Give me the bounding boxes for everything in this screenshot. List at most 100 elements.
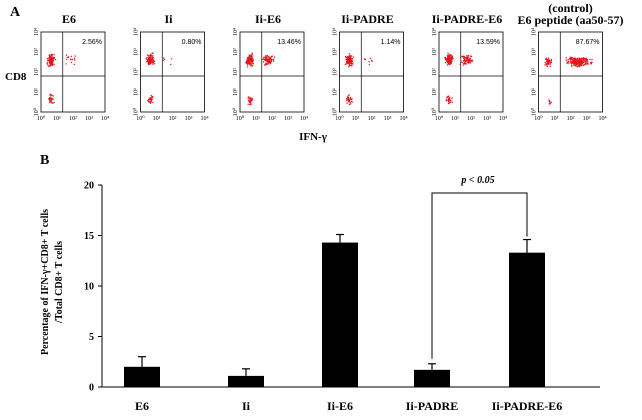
facs-x-tick: 10²: [567, 116, 575, 122]
facs-y-tick: 10⁴: [333, 28, 339, 36]
facs-y-tick: 10⁴: [134, 28, 140, 36]
facs-dots: [444, 52, 474, 105]
facs-plot-title: Ii-PADRE-E6: [432, 12, 502, 26]
facs-plot-title: (control): [548, 1, 592, 15]
bar-chart: 0 5 10 15 20 E6 Ii Ii-E6 Ii-PADRE Ii-PADRE-E6: [84, 181, 600, 413]
quadrant-percentage: 13.59%: [476, 39, 500, 46]
facs-dots: [245, 52, 276, 106]
facs-y-tick: 10³: [134, 48, 140, 56]
bar: [124, 366, 160, 387]
facs-x-tick: 10²: [368, 116, 376, 122]
facs-plots: E610⁰10⁰10¹10¹10²10²10³10³10⁴10⁴2.56%Ii1…: [33, 1, 624, 122]
bar: [414, 369, 450, 387]
facs-plot-frame: [239, 31, 305, 113]
facs-x-tick: 10¹: [551, 116, 559, 122]
facs-y-tick: 10⁰: [431, 107, 438, 116]
facs-y-tick: 10⁰: [33, 107, 40, 116]
facs-x-tick: 10⁴: [399, 116, 407, 122]
category-label: Ii-PADRE: [406, 399, 458, 413]
facs-y-tick: 10¹: [532, 88, 538, 96]
facs-y-tick: 10²: [432, 68, 438, 76]
facs-y-tick: 10⁴: [233, 28, 239, 36]
facs-x-tick: 10³: [284, 116, 292, 122]
facs-x-tick: 10⁰: [136, 115, 145, 122]
facs-dots: [145, 52, 173, 104]
facs-plot-title: Ii-PADRE: [341, 12, 393, 26]
facs-y-tick: 10⁰: [332, 107, 339, 116]
facs-x-tick: 10²: [467, 116, 475, 122]
bar: [228, 375, 264, 387]
facs-plot-subtitle: E6 peptide (aa50-57): [518, 13, 624, 27]
facs-y-tick: 10⁰: [531, 107, 538, 116]
facs-dots: [344, 53, 373, 106]
quadrant-percentage: 13.46%: [277, 39, 301, 46]
facs-dots: [46, 53, 76, 104]
facs-y-tick: 10¹: [34, 88, 40, 96]
facs-y-tick: 10²: [233, 68, 239, 76]
facs-y-tick: 10²: [532, 68, 538, 76]
facs-y-tick: 10²: [34, 68, 40, 76]
category-label: Ii: [242, 399, 251, 413]
facs-plot-frame: [140, 31, 205, 113]
panel-b-letter: B: [40, 153, 49, 168]
quadrant-percentage: 0.80%: [182, 39, 202, 46]
chart-y-label-line1: Percentage of IFN-γ+CD8+ T cells: [40, 209, 51, 355]
facs-x-tick: 10¹: [451, 116, 459, 122]
facs-y-tick: 10³: [233, 48, 239, 56]
facs-x-tick: 10³: [384, 116, 392, 122]
y-tick-label: 20: [84, 181, 94, 192]
facs-y-tick: 10³: [333, 48, 339, 56]
facs-y-tick: 10⁰: [232, 107, 239, 116]
facs-x-tick: 10⁴: [598, 116, 606, 122]
facs-y-tick: 10³: [532, 48, 538, 56]
facs-x-tick: 10³: [583, 116, 591, 122]
facs-x-tick: 10³: [185, 116, 193, 122]
facs-x-tick: 10²: [69, 116, 77, 122]
facs-y-tick: 10⁴: [532, 28, 538, 36]
panel-a-letter: A: [10, 5, 21, 20]
category-label: Ii-E6: [327, 399, 353, 413]
facs-x-tick: 10¹: [53, 116, 61, 122]
facs-y-tick: 10¹: [233, 88, 239, 96]
quadrant-percentage: 87.67%: [576, 39, 600, 46]
facs-plot-frame: [40, 31, 106, 113]
facs-x-tick: 10¹: [252, 116, 260, 122]
facs-x-tick: 10³: [85, 116, 93, 122]
facs-y-tick: 10⁰: [133, 107, 140, 116]
facs-x-tick: 10⁴: [300, 116, 308, 122]
quadrant-percentage: 1.14%: [381, 39, 401, 46]
facs-plot-frame: [438, 31, 504, 113]
significance-label: p < 0.05: [460, 175, 494, 186]
facs-y-tick: 10¹: [432, 88, 438, 96]
facs-x-tick: 10⁰: [335, 115, 344, 122]
facs-x-tick: 10⁰: [37, 115, 46, 122]
facs-x-tick: 10⁰: [435, 115, 444, 122]
bar: [322, 242, 358, 387]
facs-plot-title: E6: [62, 12, 76, 26]
category-label: Ii-PADRE-E6: [492, 399, 562, 413]
facs-x-tick: 10⁴: [101, 116, 109, 122]
facs-x-tick: 10⁴: [200, 116, 208, 122]
facs-y-tick: 10³: [432, 48, 438, 56]
category-label: E6: [135, 399, 149, 413]
facs-y-tick: 10⁴: [432, 28, 438, 36]
facs-y-tick: 10¹: [134, 88, 140, 96]
facs-y-tick: 10³: [34, 48, 40, 56]
facs-y-tick: 10⁴: [34, 28, 40, 36]
facs-x-tick: 10¹: [352, 116, 360, 122]
facs-plot-title: Ii: [164, 12, 173, 26]
facs-y-tick: 10²: [333, 68, 339, 76]
facs-x-tick: 10⁴: [499, 116, 507, 122]
y-tick-label: 0: [89, 383, 94, 394]
facs-x-tick: 10²: [169, 116, 177, 122]
facs-x-tick: 10²: [268, 116, 276, 122]
y-tick-label: 10: [84, 282, 94, 293]
facs-x-tick: 10³: [483, 116, 491, 122]
